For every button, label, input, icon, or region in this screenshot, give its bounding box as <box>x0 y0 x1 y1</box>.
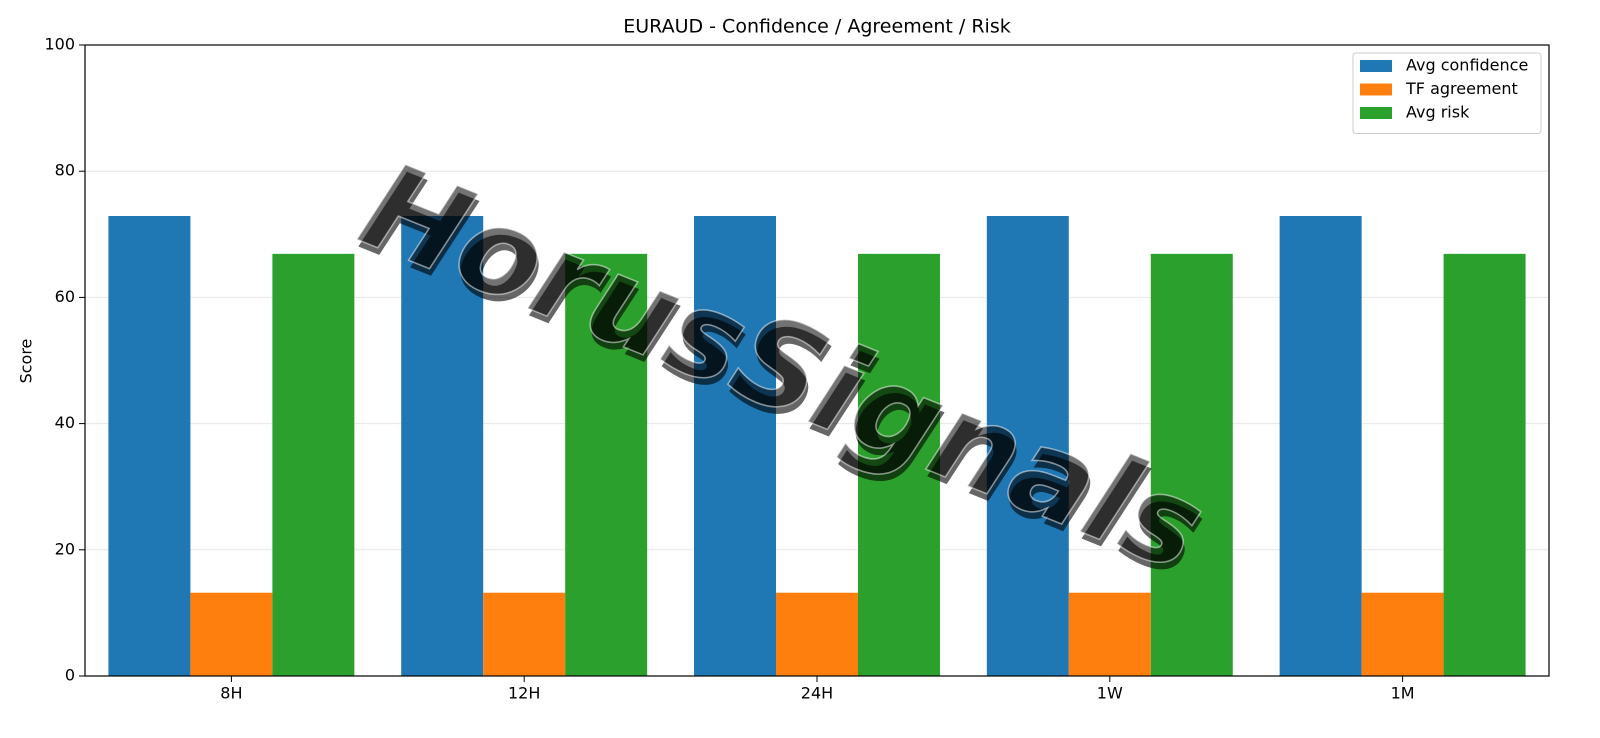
bar <box>694 216 777 676</box>
bar <box>1150 253 1233 676</box>
plot-frame <box>84 44 1550 677</box>
y-tick-label: 20 <box>55 539 75 558</box>
bar <box>1068 592 1151 676</box>
bar <box>857 253 940 676</box>
bar <box>986 216 1069 676</box>
x-tick-label: 1M <box>1391 684 1415 703</box>
legend: Avg confidence TF agreement Avg risk <box>1352 52 1542 134</box>
legend-label: TF agreement <box>1405 79 1518 98</box>
bar <box>190 592 273 676</box>
y-tick-label: 80 <box>55 161 75 180</box>
legend-swatch <box>1360 60 1392 72</box>
bar <box>565 253 648 676</box>
x-tick-label: 24H <box>801 684 833 703</box>
y-tick-label: 40 <box>55 413 75 432</box>
bar <box>1443 253 1526 676</box>
bar <box>401 216 484 676</box>
plot-area: 0 20 40 60 80 100 8H 12H 24H 1W 1M <box>44 35 1550 703</box>
x-tick-label: 12H <box>508 684 540 703</box>
chart-title: EURAUD - Confidence / Agreement / Risk <box>623 16 1011 38</box>
y-tick-label: 0 <box>65 666 75 685</box>
legend-frame <box>1352 52 1542 134</box>
bar <box>272 253 355 676</box>
legend-swatch <box>1360 83 1392 96</box>
bar <box>776 592 858 676</box>
bar <box>1361 592 1444 676</box>
y-axis-label: Score <box>17 339 36 384</box>
bar <box>1279 216 1362 676</box>
bar <box>108 216 191 676</box>
legend-label: Avg risk <box>1406 103 1470 122</box>
y-tick-label: 100 <box>44 35 75 54</box>
x-tick-label: 1W <box>1097 684 1123 703</box>
x-tick-label: 8H <box>220 684 242 703</box>
legend-swatch <box>1360 107 1392 119</box>
y-tick-label: 60 <box>55 287 75 306</box>
bar <box>483 592 566 676</box>
legend-label: Avg confidence <box>1406 56 1528 75</box>
